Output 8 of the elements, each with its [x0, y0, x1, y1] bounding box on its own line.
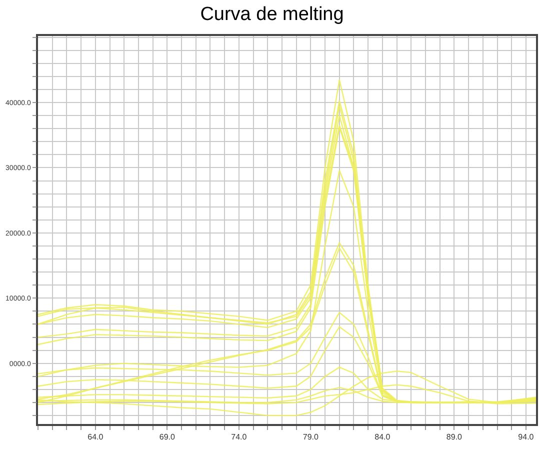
- x-tick-label: 94.0: [518, 432, 534, 442]
- x-tick-label: 64.0: [88, 432, 104, 442]
- x-tick-label: 74.0: [231, 432, 248, 442]
- x-tick-label: 89.0: [446, 432, 463, 442]
- chart-title: Curva de melting: [200, 4, 344, 26]
- x-tick-label: 69.0: [159, 432, 176, 442]
- x-tick-label: 84.0: [374, 432, 391, 442]
- x-tick-label: 79.0: [302, 432, 320, 442]
